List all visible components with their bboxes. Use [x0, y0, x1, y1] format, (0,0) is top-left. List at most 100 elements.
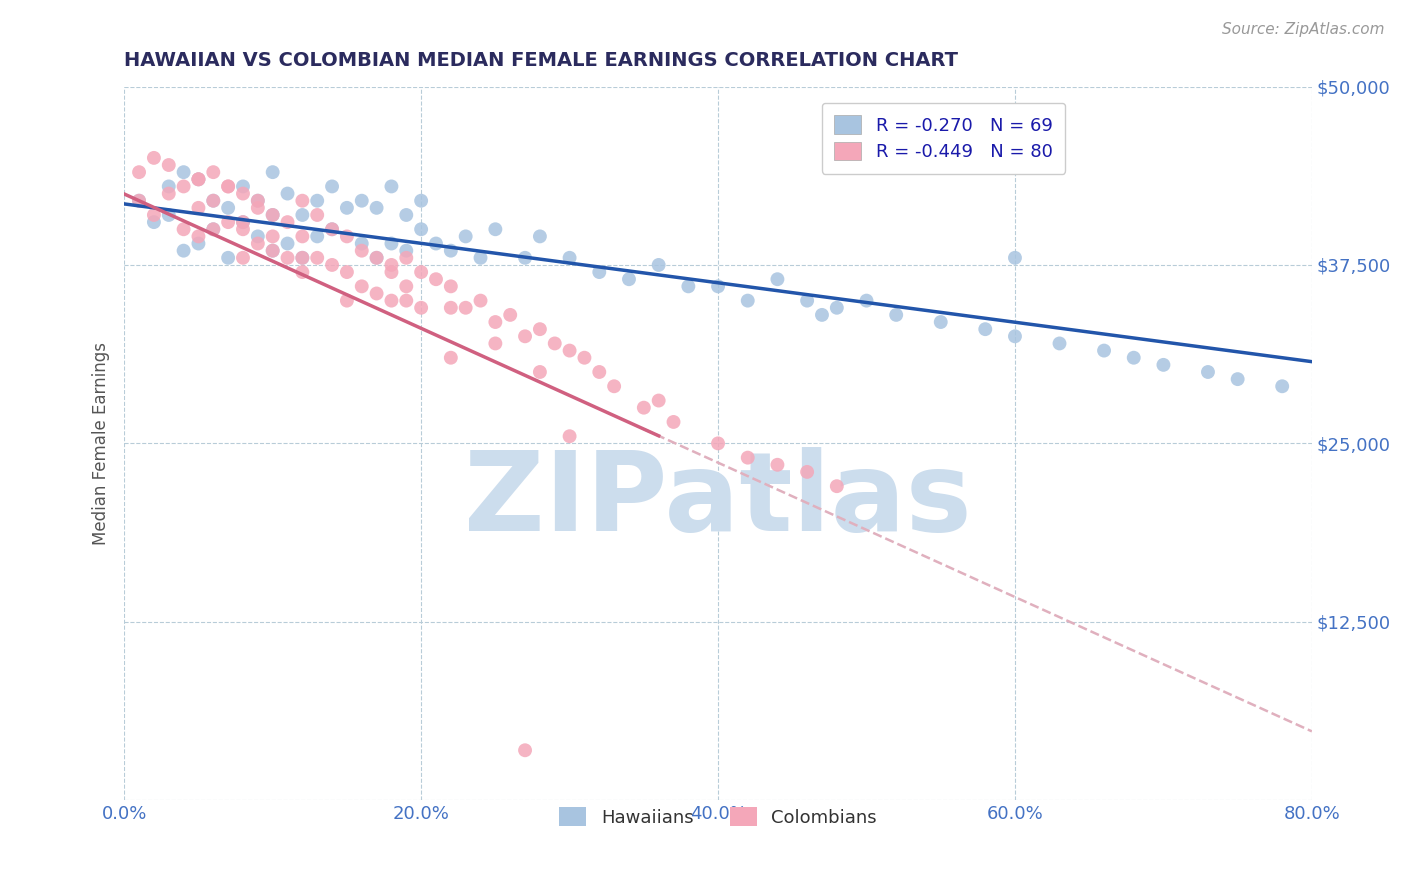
Point — [291, 208, 314, 222]
Point — [321, 179, 343, 194]
Point — [454, 301, 477, 315]
Text: HAWAIIAN VS COLOMBIAN MEDIAN FEMALE EARNINGS CORRELATION CHART: HAWAIIAN VS COLOMBIAN MEDIAN FEMALE EARN… — [124, 51, 959, 70]
Point — [366, 286, 388, 301]
Point — [350, 194, 373, 208]
Point — [262, 244, 284, 258]
Point — [737, 293, 759, 308]
Point — [246, 201, 269, 215]
Point — [128, 165, 150, 179]
Point — [529, 365, 551, 379]
Point — [1226, 372, 1249, 386]
Point — [246, 194, 269, 208]
Point — [307, 194, 329, 208]
Point — [380, 179, 402, 194]
Point — [336, 229, 359, 244]
Point — [1049, 336, 1071, 351]
Point — [796, 293, 818, 308]
Point — [796, 465, 818, 479]
Point — [811, 308, 834, 322]
Point — [232, 215, 254, 229]
Point — [395, 279, 418, 293]
Point — [484, 336, 506, 351]
Point — [217, 201, 239, 215]
Point — [291, 265, 314, 279]
Point — [187, 172, 209, 186]
Point — [617, 272, 640, 286]
Point — [276, 215, 298, 229]
Point — [142, 151, 165, 165]
Point — [884, 308, 907, 322]
Point — [307, 208, 329, 222]
Point — [336, 201, 359, 215]
Point — [232, 215, 254, 229]
Point — [187, 201, 209, 215]
Point — [633, 401, 655, 415]
Point — [484, 222, 506, 236]
Point — [157, 158, 180, 172]
Point — [157, 179, 180, 194]
Point — [1271, 379, 1294, 393]
Point — [173, 165, 195, 179]
Point — [395, 251, 418, 265]
Point — [173, 179, 195, 194]
Point — [929, 315, 952, 329]
Point — [558, 343, 581, 358]
Point — [291, 251, 314, 265]
Point — [470, 293, 492, 308]
Point — [529, 322, 551, 336]
Point — [202, 194, 225, 208]
Point — [454, 229, 477, 244]
Point — [157, 186, 180, 201]
Point — [529, 229, 551, 244]
Point — [276, 186, 298, 201]
Point — [142, 208, 165, 222]
Point — [217, 251, 239, 265]
Point — [470, 251, 492, 265]
Point — [202, 222, 225, 236]
Point — [588, 265, 610, 279]
Point — [262, 244, 284, 258]
Point — [187, 229, 209, 244]
Point — [262, 208, 284, 222]
Point — [291, 229, 314, 244]
Text: ZIPatlas: ZIPatlas — [464, 447, 972, 554]
Point — [350, 244, 373, 258]
Point — [411, 222, 433, 236]
Point — [513, 743, 536, 757]
Point — [380, 236, 402, 251]
Point — [647, 393, 669, 408]
Point — [262, 208, 284, 222]
Point — [128, 194, 150, 208]
Point — [1092, 343, 1115, 358]
Point — [395, 293, 418, 308]
Point — [380, 258, 402, 272]
Point — [202, 222, 225, 236]
Point — [202, 194, 225, 208]
Point — [366, 251, 388, 265]
Point — [603, 379, 626, 393]
Point — [380, 293, 402, 308]
Point — [173, 222, 195, 236]
Point — [1152, 358, 1174, 372]
Point — [647, 258, 669, 272]
Point — [425, 272, 447, 286]
Point — [1004, 329, 1026, 343]
Point — [232, 222, 254, 236]
Point — [217, 179, 239, 194]
Point — [737, 450, 759, 465]
Point — [366, 201, 388, 215]
Legend: Hawaiians, Colombians: Hawaiians, Colombians — [553, 800, 884, 834]
Point — [440, 301, 463, 315]
Y-axis label: Median Female Earnings: Median Female Earnings — [93, 342, 110, 545]
Point — [307, 251, 329, 265]
Point — [662, 415, 685, 429]
Point — [173, 244, 195, 258]
Point — [425, 236, 447, 251]
Point — [262, 229, 284, 244]
Point — [336, 293, 359, 308]
Point — [366, 251, 388, 265]
Point — [707, 436, 730, 450]
Point — [411, 265, 433, 279]
Point — [276, 251, 298, 265]
Point — [1197, 365, 1219, 379]
